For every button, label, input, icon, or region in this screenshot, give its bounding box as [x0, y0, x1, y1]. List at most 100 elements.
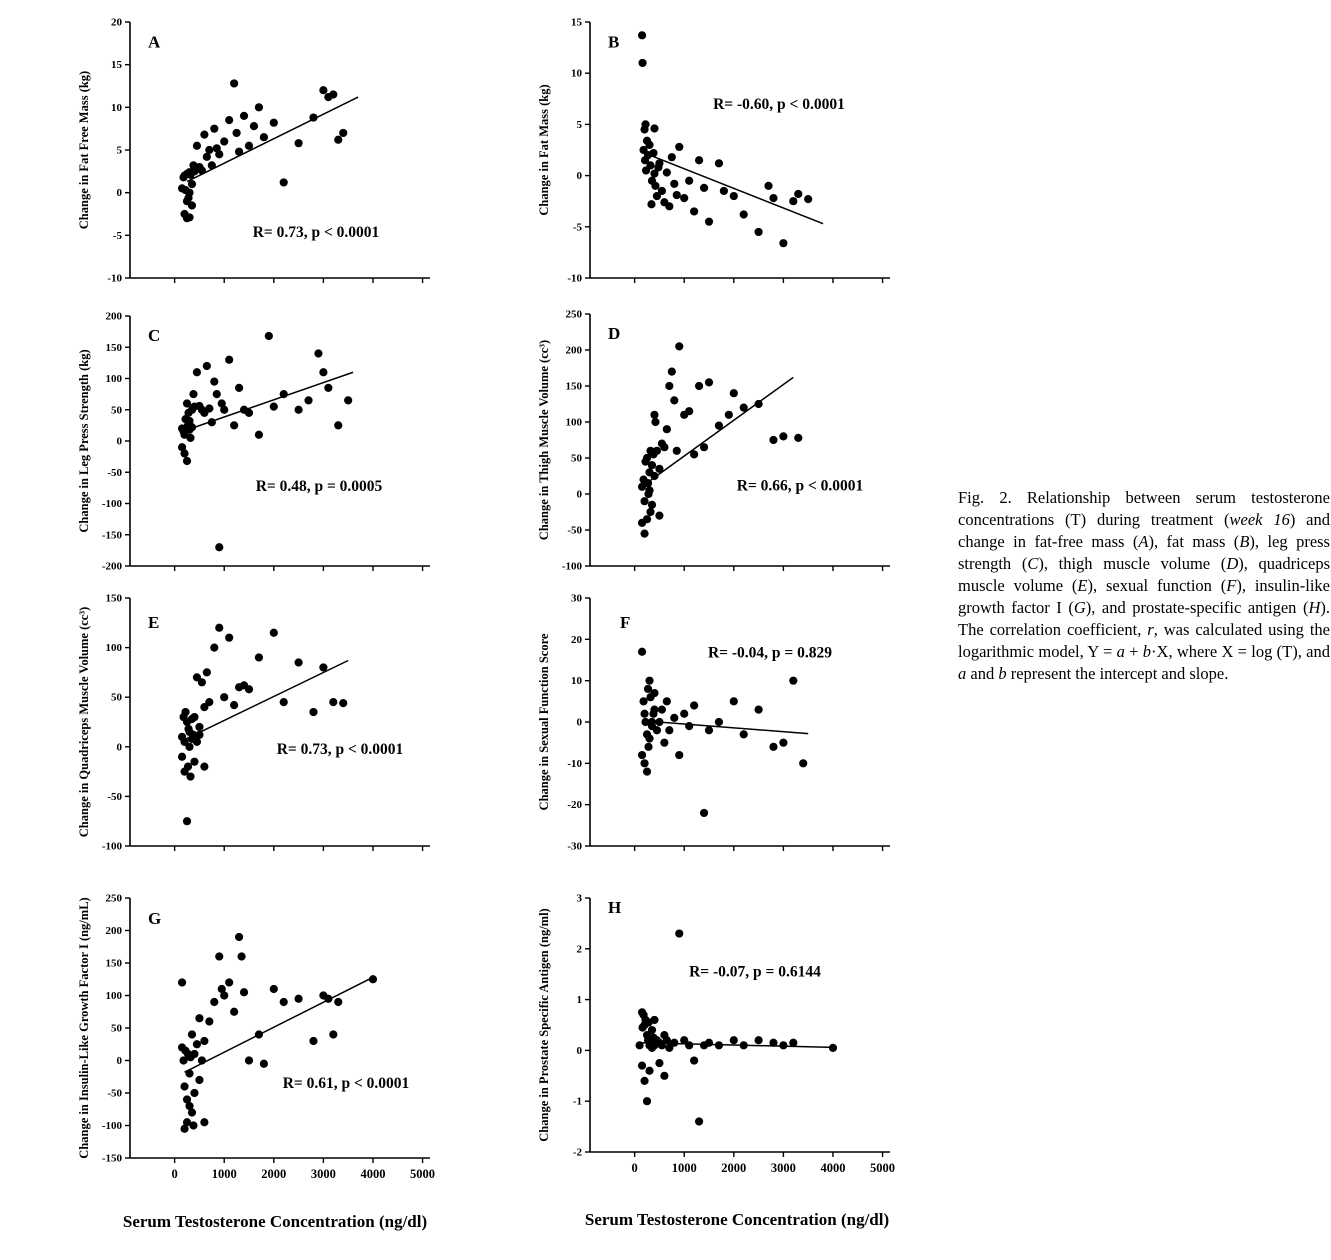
caption-segment: Fig. 2. Relationship between serum testo… [958, 488, 1330, 529]
data-point [647, 717, 657, 727]
data-point [719, 186, 728, 196]
caption-segment: , was calculated using the logarithmic m… [958, 619, 1330, 661]
data-point [195, 722, 204, 732]
caption-segment: ), thigh muscle volume ( [1038, 553, 1227, 573]
panel-A-plot: 20 15 10 5 0 -5 -10 Change in Fat Free Mass (kg… [77, 17, 430, 285]
correlation-annotation: R= 0.73, p < 0.0001 [253, 224, 380, 241]
data-point [279, 997, 288, 1007]
caption-segment: and [966, 663, 999, 683]
data-point [714, 717, 724, 727]
data-point [729, 191, 738, 201]
correlation-annotation: R= -0.60, p < 0.0001 [713, 96, 845, 113]
panel-letter: C [148, 326, 160, 345]
data-point [192, 1040, 202, 1049]
data-point [650, 471, 659, 481]
data-point [644, 1018, 653, 1027]
data-point [652, 726, 662, 735]
data-point [269, 628, 278, 637]
data-point [239, 988, 249, 997]
data-point [651, 181, 660, 190]
data-point [680, 709, 689, 718]
data-point [177, 978, 187, 987]
data-point [234, 147, 244, 156]
data-point [639, 697, 648, 706]
data-point [184, 193, 193, 202]
y-tick-label: 50 [571, 453, 583, 465]
data-point [190, 757, 199, 766]
data-point [685, 176, 694, 185]
data-point [180, 737, 189, 746]
data-point [181, 707, 190, 717]
data-point [205, 145, 214, 155]
data-point [769, 742, 778, 751]
caption-segment: D [1226, 553, 1239, 573]
y-tick-label: 10 [111, 102, 123, 114]
data-point [645, 1066, 654, 1075]
data-point [754, 1036, 763, 1045]
data-point [189, 1121, 198, 1130]
caption-segment: b [1142, 641, 1152, 661]
correlation-annotation: R= 0.48, p = 0.0005 [256, 478, 383, 495]
y-tick-label: 100 [106, 990, 123, 1002]
panel-A-chart: 20 15 10 5 0 -5 -10 Change in Fat Free Mass (kg… [72, 8, 440, 294]
panel-C-plot: 200 150 100 50 0 -50 -100 -150 -200 Change in Leg… [77, 311, 430, 573]
data-point [197, 1056, 207, 1065]
data-point [339, 699, 348, 708]
data-point [184, 724, 193, 734]
data-point [637, 31, 647, 40]
data-point [650, 124, 659, 133]
data-point [789, 197, 798, 206]
data-point [319, 368, 328, 377]
data-point [254, 653, 264, 662]
data-point [670, 396, 679, 405]
y-tick-label: 5 [117, 145, 123, 157]
data-point [690, 701, 699, 710]
data-point [334, 135, 343, 144]
data-point [368, 975, 378, 984]
x-tick-label: 0 [172, 1167, 178, 1181]
data-point [769, 435, 778, 445]
data-point [195, 1075, 204, 1085]
data-point [309, 1036, 318, 1046]
data-point [635, 1041, 644, 1050]
data-point [769, 194, 778, 203]
data-point [642, 453, 652, 463]
correlation-annotation: R= -0.04, p = 0.829 [708, 645, 832, 662]
data-point [799, 759, 808, 768]
data-point [645, 140, 654, 149]
data-point [642, 1097, 652, 1106]
data-point [643, 479, 653, 488]
caption-segment: represent the intercept and slope. [1006, 663, 1229, 683]
data-point [339, 128, 348, 138]
data-point [655, 464, 664, 473]
data-point [640, 1076, 649, 1085]
data-point [670, 713, 679, 722]
correlation-annotation: R= 0.73, p < 0.0001 [277, 741, 404, 758]
data-point [704, 378, 714, 387]
y-tick-label: 0 [577, 170, 583, 182]
data-point [180, 1124, 189, 1133]
data-point [665, 726, 674, 735]
y-tick-label: -2 [573, 1147, 583, 1159]
panel-letter: B [608, 33, 619, 52]
y-tick-label: 0 [577, 489, 583, 501]
y-tick-label: 0 [117, 187, 123, 199]
data-point [294, 405, 303, 414]
data-point [714, 159, 724, 168]
y-tick-label: -20 [567, 799, 582, 811]
data-point [685, 722, 694, 731]
data-point [670, 179, 679, 188]
data-point [309, 707, 318, 717]
y-axis-label: Change in Fat Mass (kg) [537, 84, 551, 215]
panel-H-chart: 3 2 1 0 -1 -2 0 1000 2000 3000 4000 5000 Change in P… [532, 884, 900, 1194]
data-point [234, 383, 244, 392]
data-point [694, 156, 704, 165]
data-point [646, 507, 655, 517]
data-point [754, 399, 763, 409]
data-point [645, 734, 654, 743]
data-point [699, 443, 709, 452]
y-tick-label: -100 [562, 561, 583, 573]
data-point [185, 416, 194, 426]
correlation-annotation: R= -0.07, p = 0.6144 [689, 964, 821, 981]
